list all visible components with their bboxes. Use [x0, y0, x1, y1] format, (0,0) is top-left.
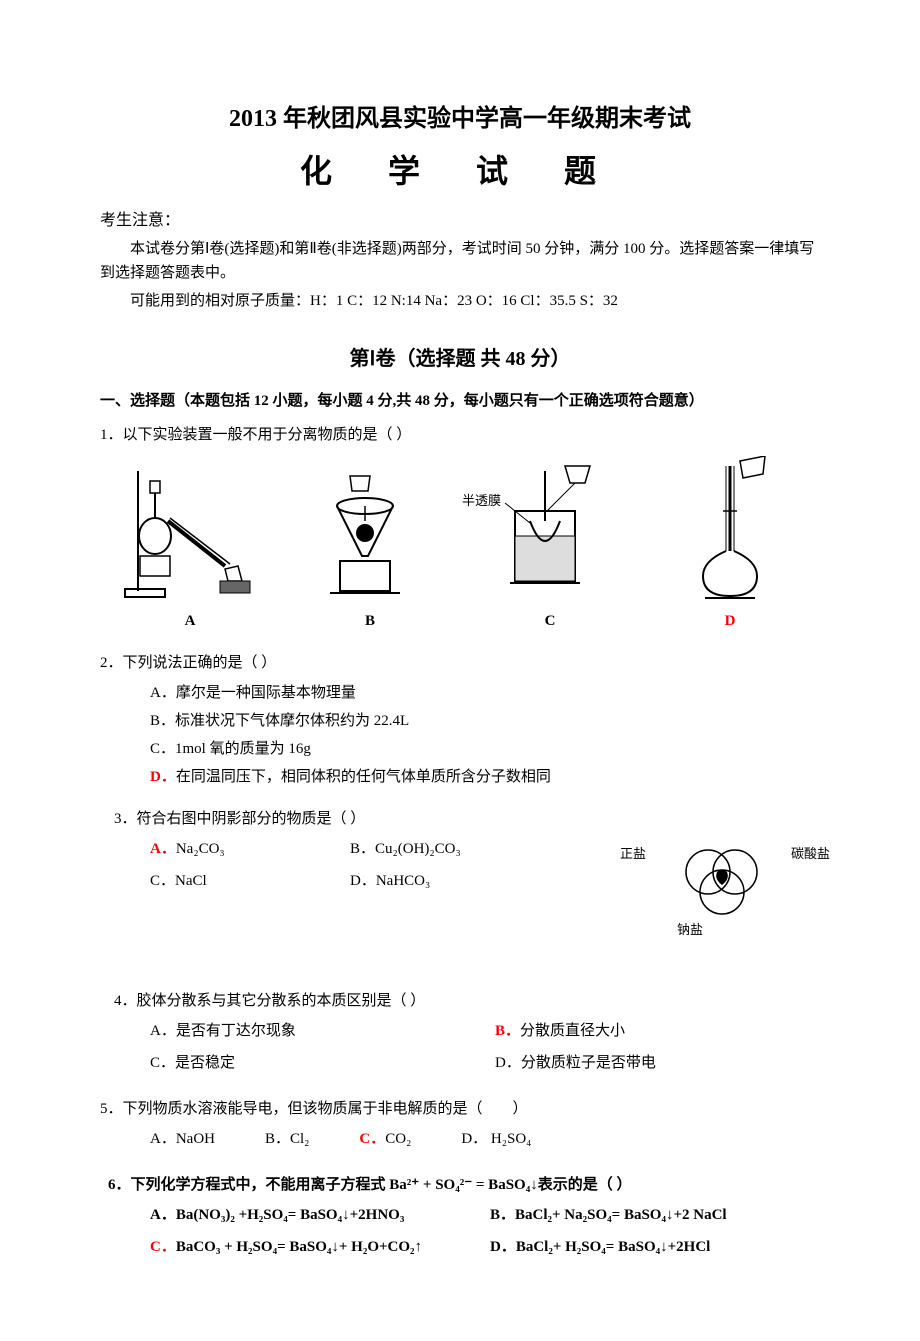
notice-label: 考生注意：: [100, 208, 820, 234]
notice-line-2: 可能用到的相对原子质量：H：1 C：12 N:14 Na：23 O：16 Cl：…: [100, 289, 820, 313]
q3-a-label: A．: [150, 841, 176, 857]
question-3: 3．符合右图中阴影部分的物质是（ ） A．Na₂CO₃ B．Cu₂(OH)₂CO…: [100, 807, 820, 970]
q2-opt-d: D．在同温同压下，相同体积的任何气体单质所含分子数相同: [150, 765, 820, 789]
part1-title: 第Ⅰ卷（选择题 共 48 分）: [100, 343, 820, 375]
q6-opt-d: D．BaCl₂+ H₂SO₄= BaSO₄↓+2HCl: [490, 1235, 820, 1259]
venn-top-right: 碳酸盐: [791, 844, 830, 865]
q6-c-label: C．: [150, 1239, 176, 1255]
subject-title: 化 学 试 题: [100, 146, 820, 197]
venn-top-left: 正盐: [620, 844, 646, 865]
q4-opt-a: A．是否有丁达尔现象: [150, 1019, 475, 1043]
q5-c-text: CO₂: [385, 1131, 411, 1147]
notice-line-1: 本试卷分第Ⅰ卷(选择题)和第Ⅱ卷(非选择题)两部分，考试时间 50 分钟，满分 …: [100, 237, 820, 285]
q5-stem: 5．下列物质水溶液能导电，但该物质属于非电解质的是（ ）: [100, 1097, 820, 1121]
q4-b-label: B．: [495, 1023, 520, 1039]
q5-opt-c: C．CO₂: [359, 1127, 411, 1151]
q1-labels: A B C D: [100, 609, 820, 633]
section1-title: 一、选择题（本题包括 12 小题，每小题 4 分,共 48 分，每小题只有一个正…: [100, 389, 820, 413]
question-5: 5．下列物质水溶液能导电，但该物质属于非电解质的是（ ） A．NaOH B．Cl…: [100, 1097, 820, 1155]
q5-opt-b: B．Cl₂: [265, 1127, 309, 1151]
q4-b-text: 分散质直径大小: [520, 1023, 625, 1039]
q6-opt-a: A．Ba(NO₃)₂ +H₂SO₄= BaSO₄↓+2HNO₃: [150, 1203, 470, 1227]
question-2: 2．下列说法正确的是（ ） A．摩尔是一种国际基本物理量 B．标准状况下气体摩尔…: [100, 651, 820, 789]
apparatus-dialysis-icon: 半透膜: [480, 461, 620, 601]
q5-opt-a: A．NaOH: [150, 1127, 215, 1151]
q6-c-text: BaCO₃ + H₂SO₄= BaSO₄↓+ H₂O+CO₂↑: [176, 1239, 422, 1255]
q1-label-c: C: [490, 609, 610, 633]
q1-label-a: A: [130, 609, 250, 633]
q3-stem: 3．符合右图中阴影部分的物质是（ ）: [100, 807, 820, 831]
q5-c-label: C．: [359, 1131, 385, 1147]
q3-a-text: Na₂CO₃: [176, 841, 225, 857]
q4-opt-d: D．分散质粒子是否带电: [495, 1051, 820, 1075]
q4-stem: 4．胶体分散系与其它分散系的本质区别是（ ）: [100, 989, 820, 1013]
q1-images: 半透膜: [100, 461, 820, 601]
q1-label-b: B: [310, 609, 430, 633]
q3-opt-b: B．Cu₂(OH)₂CO₃: [350, 837, 590, 861]
q2-stem: 2．下列说法正确的是（ ）: [100, 651, 820, 675]
q3-opt-a: A．Na₂CO₃: [150, 837, 330, 861]
q4-opt-b: B．分散质直径大小: [495, 1019, 820, 1043]
q2-opt-b: B．标准状况下气体摩尔体积约为 22.4L: [150, 709, 820, 733]
q2-opt-c: C．1mol 氧的质量为 16g: [150, 737, 820, 761]
apparatus-filtration-icon: [300, 461, 440, 601]
main-title: 2013 年秋团风县实验中学高一年级期末考试: [100, 100, 820, 138]
apparatus-distillation-icon: [120, 461, 260, 601]
q4-opt-c: C．是否稳定: [150, 1051, 475, 1075]
q6-opt-b: B．BaCl₂+ Na₂SO₄= BaSO₄↓+2 NaCl: [490, 1203, 820, 1227]
q3-opt-c: C．NaCl: [150, 869, 330, 893]
q2-opt-a: A．摩尔是一种国际基本物理量: [150, 681, 820, 705]
question-1: 1．以下实验装置一般不用于分离物质的是（ ）: [100, 423, 820, 633]
q5-opt-d: D． H₂SO₄: [461, 1127, 531, 1151]
venn-diagram: 正盐 碳酸盐 钠盐: [620, 837, 820, 970]
apparatus-volumetric-icon: [660, 461, 800, 601]
q6-stem: 6．下列化学方程式中，不能用离子方程式 Ba²⁺ + SO₄²⁻ = BaSO₄…: [100, 1173, 820, 1197]
q2-d-label: D．: [150, 769, 176, 785]
membrane-label: 半透膜: [462, 491, 501, 512]
venn-bottom: 钠盐: [590, 920, 790, 941]
question-6: 6．下列化学方程式中，不能用离子方程式 Ba²⁺ + SO₄²⁻ = BaSO₄…: [100, 1173, 820, 1263]
question-4: 4．胶体分散系与其它分散系的本质区别是（ ） A．是否有丁达尔现象 B．分散质直…: [100, 989, 820, 1079]
q6-opt-c: C．BaCO₃ + H₂SO₄= BaSO₄↓+ H₂O+CO₂↑: [150, 1235, 470, 1259]
q2-d-text: 在同温同压下，相同体积的任何气体单质所含分子数相同: [176, 769, 551, 785]
q1-label-d: D: [670, 609, 790, 633]
q3-opt-d: D．NaHCO₃: [350, 869, 590, 893]
q1-stem: 1．以下实验装置一般不用于分离物质的是（ ）: [100, 423, 820, 447]
